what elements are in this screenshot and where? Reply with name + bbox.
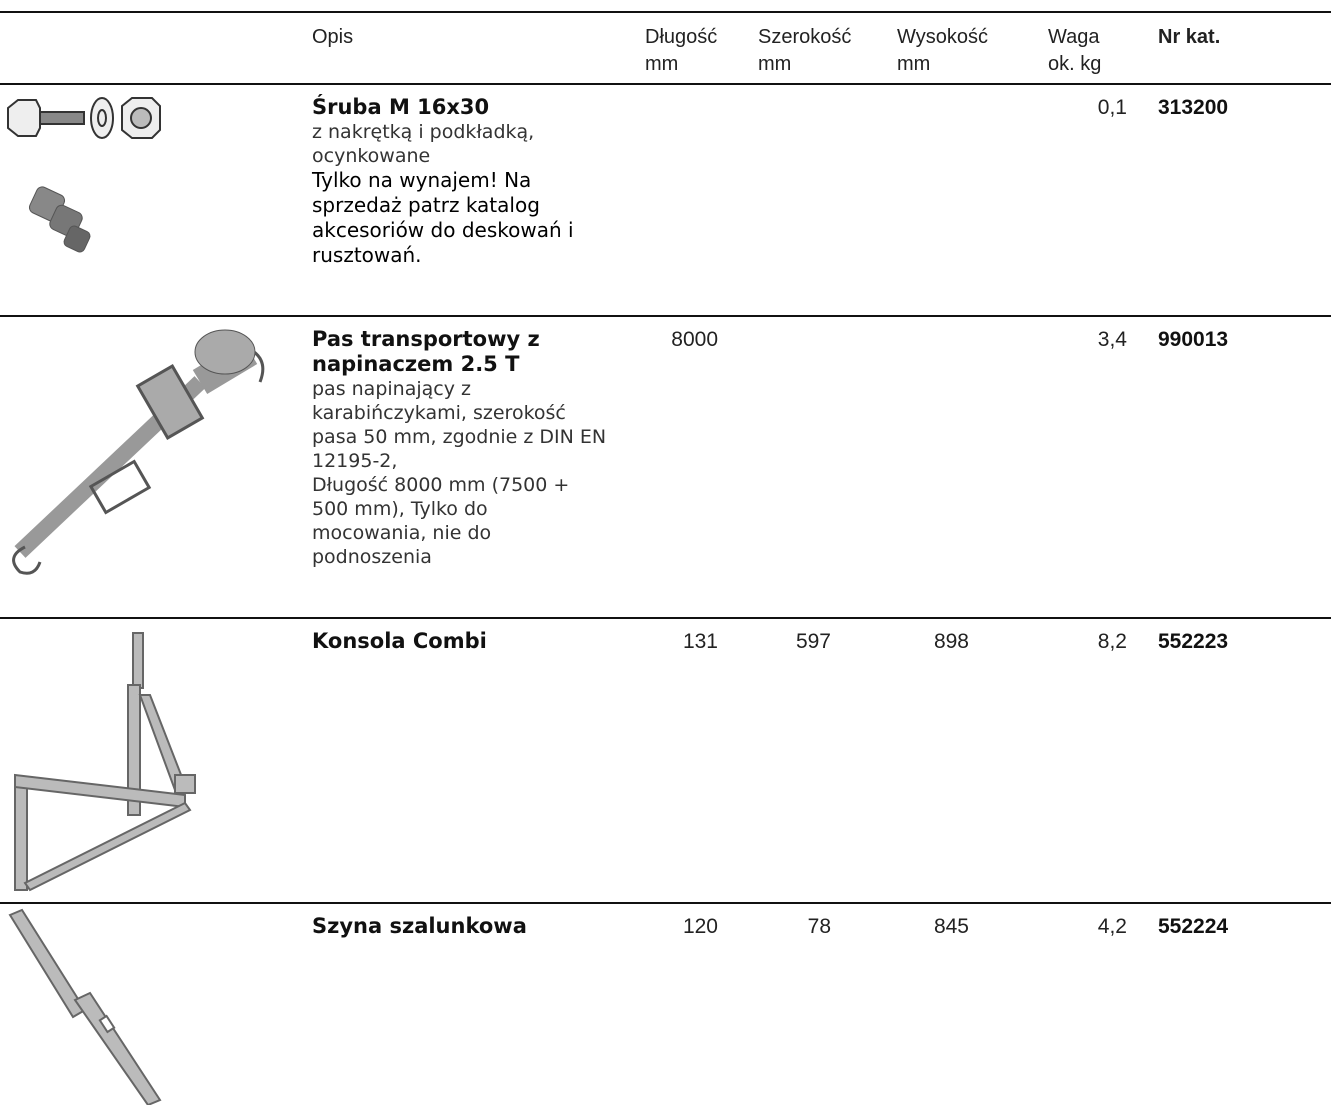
weight-value: 4,2 bbox=[1097, 915, 1127, 938]
weight-value: 8,2 bbox=[1097, 630, 1127, 653]
column-header: Długość mm bbox=[645, 24, 717, 78]
product-name: Pas transportowy z napinaczem 2.5 T bbox=[312, 327, 606, 377]
header-line: Długość bbox=[645, 26, 718, 48]
column-header: Nr kat. bbox=[1158, 24, 1220, 51]
column-header: Wysokość mm bbox=[897, 24, 988, 78]
catalog-number: 552223 bbox=[1158, 630, 1229, 653]
height-value: 898 bbox=[933, 630, 969, 653]
name-line: napinaczem 2.5 T bbox=[312, 352, 520, 376]
description-line: pasa 50 mm, zgodnie z DIN EN bbox=[312, 426, 607, 448]
note-line: akcesoriów do deskowań i bbox=[312, 218, 574, 242]
product-name: Konsola Combi bbox=[312, 629, 487, 654]
description-cell: Szyna szalunkowa bbox=[312, 914, 527, 939]
description-line: pas napinający z bbox=[312, 378, 471, 400]
description-line: ocynkowane bbox=[312, 145, 431, 167]
note-line: sprzedaż patrz katalog bbox=[312, 193, 540, 217]
header-rule bbox=[0, 83, 1331, 85]
strap-image bbox=[12, 329, 265, 575]
description-line: mocowania, nie do bbox=[312, 522, 492, 544]
catalog-number: 552224 bbox=[1158, 915, 1229, 938]
row-rule bbox=[0, 315, 1331, 317]
column-header: Waga ok. kg bbox=[1048, 24, 1101, 78]
header-line: Opis bbox=[312, 26, 354, 48]
product-description: z nakrętką i podkładką, ocynkowane bbox=[312, 120, 574, 168]
description-line: podnoszenia bbox=[312, 546, 432, 568]
name-line: Konsola Combi bbox=[312, 629, 487, 653]
name-line: Szyna szalunkowa bbox=[312, 914, 527, 938]
bolt-image bbox=[7, 97, 161, 253]
name-line: Pas transportowy z bbox=[312, 327, 540, 351]
note-line: Tylko na wynajem! Na bbox=[312, 168, 532, 192]
length-value: 131 bbox=[682, 630, 718, 653]
header-line: Nr kat. bbox=[1158, 26, 1221, 48]
description-line: Długość 8000 mm (7500 + bbox=[312, 474, 570, 496]
note-line: rusztowań. bbox=[312, 243, 422, 267]
row-rule bbox=[0, 617, 1331, 619]
product-note: Tylko na wynajem! Na sprzedaż patrz katal… bbox=[312, 168, 574, 268]
top-rule bbox=[0, 11, 1331, 13]
console-image bbox=[14, 632, 196, 892]
column-header: Opis bbox=[312, 24, 353, 51]
description-cell: Śruba M 16x30 z nakrętką i podkładką, ocyn… bbox=[312, 95, 574, 268]
header-line: mm bbox=[758, 53, 792, 75]
length-value: 8000 bbox=[671, 328, 718, 351]
description-line: z nakrętką i podkładką, bbox=[312, 121, 535, 143]
weight-value: 0,1 bbox=[1097, 96, 1127, 119]
column-header: Szerokość mm bbox=[758, 24, 851, 78]
description-line: 500 mm), Tylko do bbox=[312, 498, 488, 520]
header-line: mm bbox=[645, 53, 679, 75]
weight-value: 3,4 bbox=[1097, 328, 1127, 351]
header-line: mm bbox=[897, 53, 931, 75]
header-line: Szerokość bbox=[758, 26, 852, 48]
description-line: karabińczykami, szerokość bbox=[312, 402, 566, 424]
width-value: 78 bbox=[807, 915, 831, 938]
product-description: pas napinający z karabińczykami, szerokoś… bbox=[312, 377, 606, 569]
name-line: Śruba M 16x30 bbox=[312, 95, 490, 119]
header-line: Waga bbox=[1048, 26, 1100, 48]
length-value: 120 bbox=[682, 915, 718, 938]
row-rule bbox=[0, 902, 1331, 904]
product-name: Szyna szalunkowa bbox=[312, 914, 527, 939]
product-name: Śruba M 16x30 bbox=[312, 95, 574, 120]
header-line: Wysokość bbox=[897, 26, 988, 48]
width-value: 597 bbox=[795, 630, 831, 653]
catalog-number: 313200 bbox=[1158, 96, 1229, 119]
header-line: ok. kg bbox=[1048, 53, 1102, 75]
rail-image bbox=[8, 908, 162, 1105]
description-line: 12195-2, bbox=[312, 450, 398, 472]
height-value: 845 bbox=[933, 915, 969, 938]
catalog-number: 990013 bbox=[1158, 328, 1229, 351]
description-cell: Konsola Combi bbox=[312, 629, 487, 654]
